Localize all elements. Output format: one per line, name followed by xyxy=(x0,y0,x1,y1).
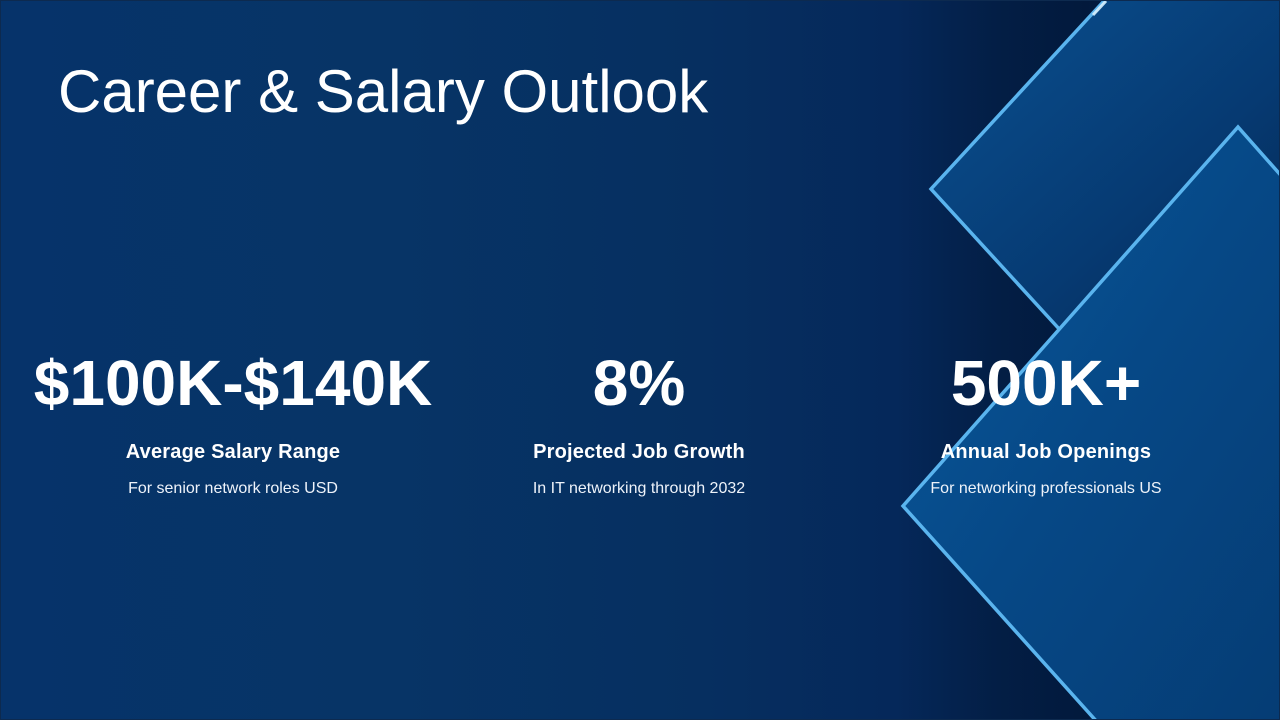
upper-diamond-outline xyxy=(928,1,1106,333)
stat-salary-value: $100K-$140K xyxy=(33,347,433,419)
stat-job-openings-description: For networking professionals US xyxy=(930,480,1162,497)
stat-job-openings: 500K+ Annual Job Openings For networking… xyxy=(836,343,1256,499)
stat-job-growth: 8% Projected Job Growth In IT networking… xyxy=(429,343,849,499)
stat-salary-description: For senior network roles USD xyxy=(128,480,338,497)
stat-job-growth-label: Projected Job Growth xyxy=(533,441,745,463)
stat-job-openings-label: Annual Job Openings xyxy=(940,441,1152,463)
stat-job-growth-description: In IT networking through 2032 xyxy=(532,480,746,497)
stat-salary: $100K-$140K Average Salary Range For sen… xyxy=(23,343,443,499)
stat-job-growth-value: 8% xyxy=(592,347,686,419)
stat-salary-label: Average Salary Range xyxy=(125,441,341,463)
upper-diamond-highlight xyxy=(1091,1,1108,17)
stat-job-openings-value: 500K+ xyxy=(950,347,1142,419)
lower-diamond-shape xyxy=(903,127,1279,719)
lower-diamond-outline xyxy=(900,124,1279,719)
slide-title: Career & Salary Outlook xyxy=(58,58,709,125)
